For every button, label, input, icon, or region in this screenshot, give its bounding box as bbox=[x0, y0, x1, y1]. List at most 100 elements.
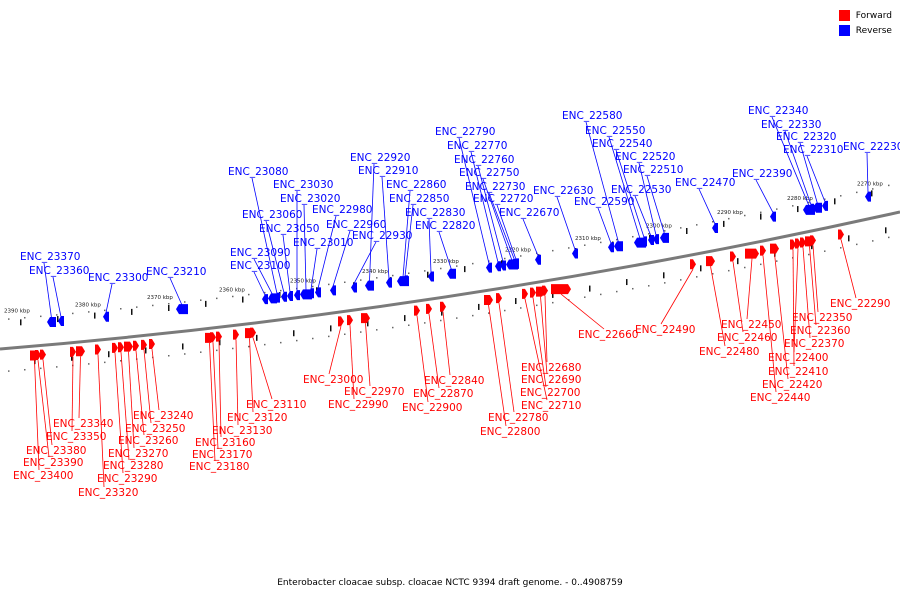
scale-label: 2320 kbp bbox=[505, 248, 531, 254]
track-dot bbox=[56, 366, 58, 368]
track-dot bbox=[776, 208, 778, 210]
leader-line bbox=[470, 151, 499, 263]
leader-line bbox=[97, 354, 105, 488]
reverse-gene bbox=[365, 280, 374, 291]
forward-gene bbox=[347, 315, 353, 326]
gene-label: ENC_23130 bbox=[212, 425, 272, 437]
track-dot bbox=[744, 266, 746, 269]
track-dot bbox=[632, 287, 634, 290]
leader-line bbox=[151, 348, 160, 411]
track-dot bbox=[8, 370, 10, 372]
gene-label: ENC_22980 bbox=[312, 204, 372, 216]
track-dot bbox=[520, 307, 522, 309]
scale-label: 2370 kbp bbox=[147, 295, 173, 301]
gene-label: ENC_23320 bbox=[78, 487, 138, 499]
leader-line bbox=[120, 352, 130, 461]
gene-label: ENC_22910 bbox=[358, 165, 418, 177]
forward-gene bbox=[210, 332, 216, 343]
forward-gene bbox=[706, 256, 715, 267]
track-dot bbox=[840, 247, 842, 249]
track-dot bbox=[648, 285, 650, 287]
minor-tick bbox=[700, 265, 702, 272]
gene-label: ENC_22720 bbox=[473, 193, 533, 205]
minor-tick bbox=[760, 213, 762, 220]
gene-label: ENC_22820 bbox=[415, 220, 475, 232]
leader-line bbox=[235, 339, 239, 426]
leader-line bbox=[265, 220, 285, 293]
track-dot bbox=[24, 316, 26, 319]
leader-line bbox=[365, 323, 371, 387]
forward-gene bbox=[35, 350, 41, 361]
track-dot bbox=[488, 312, 490, 314]
leader-line bbox=[771, 116, 810, 206]
track-dot bbox=[504, 257, 506, 260]
minor-tick bbox=[686, 227, 688, 234]
minor-tick bbox=[552, 291, 554, 298]
track-dot bbox=[808, 201, 810, 204]
reverse-gene bbox=[103, 311, 109, 322]
gene-label: ENC_23350 bbox=[46, 431, 106, 443]
reverse-gene bbox=[176, 304, 188, 315]
gene-label: ENC_22410 bbox=[768, 366, 828, 378]
leader-line bbox=[488, 192, 515, 260]
reverse-gene bbox=[402, 275, 408, 286]
reverse-gene bbox=[447, 268, 456, 279]
gene-label: ENC_22330 bbox=[761, 119, 821, 131]
track-dot bbox=[88, 363, 90, 365]
forward-gene bbox=[426, 303, 432, 314]
reverse-gene bbox=[58, 315, 64, 326]
track-dot bbox=[280, 289, 282, 292]
track-dot bbox=[456, 265, 458, 267]
minor-tick bbox=[871, 190, 873, 197]
minor-tick bbox=[20, 319, 22, 326]
gene-label: ENC_22830 bbox=[405, 207, 465, 219]
leader-line bbox=[762, 255, 777, 393]
leader-line bbox=[42, 359, 53, 446]
leader-line bbox=[488, 304, 507, 427]
leader-line bbox=[253, 271, 266, 296]
track-dot bbox=[456, 317, 458, 319]
gene-label: ENC_22540 bbox=[592, 138, 652, 150]
leader-line bbox=[638, 162, 657, 236]
track-dot bbox=[104, 361, 106, 364]
leader-line bbox=[34, 360, 40, 471]
track-dot bbox=[280, 341, 282, 344]
forward-gene bbox=[361, 313, 370, 324]
reverse-gene bbox=[308, 288, 314, 299]
minor-tick bbox=[145, 347, 147, 354]
leader-line bbox=[477, 165, 504, 262]
forward-gene bbox=[760, 245, 766, 256]
track-dot bbox=[296, 339, 298, 342]
track-dot bbox=[376, 329, 378, 331]
reverse-gene bbox=[486, 262, 492, 273]
track-dot bbox=[568, 247, 570, 249]
forward-gene bbox=[690, 259, 696, 270]
forward-gene bbox=[216, 331, 222, 342]
forward-gene bbox=[522, 288, 528, 299]
gene-label: ENC_22530 bbox=[611, 184, 671, 196]
minor-tick bbox=[182, 343, 184, 350]
gene-label: ENC_22690 bbox=[521, 374, 581, 386]
gene-label: ENC_22360 bbox=[790, 325, 850, 337]
reverse-gene bbox=[330, 285, 336, 296]
gene-label: ENC_23370 bbox=[20, 251, 80, 263]
reverse-gene bbox=[287, 290, 293, 301]
track-dot bbox=[392, 326, 394, 329]
leader-line bbox=[608, 136, 641, 239]
reverse-gene bbox=[641, 236, 647, 247]
leader-line bbox=[218, 341, 222, 438]
gene-label: ENC_23110 bbox=[246, 399, 306, 411]
scale-label: 2290 kbp bbox=[717, 210, 743, 216]
track-dot bbox=[312, 285, 314, 288]
gene-label: ENC_22780 bbox=[488, 412, 548, 424]
forward-gene bbox=[133, 340, 139, 351]
leader-line bbox=[710, 266, 726, 347]
reverse-gene bbox=[500, 260, 506, 271]
scale-label: 2340 kbp bbox=[362, 269, 388, 275]
gene-label: ENC_22420 bbox=[762, 379, 822, 391]
leader-line bbox=[310, 248, 318, 290]
leader-line bbox=[784, 130, 812, 205]
gene-label: ENC_23400 bbox=[13, 470, 73, 482]
legend-label-forward: Forward bbox=[855, 10, 892, 21]
track-dot bbox=[8, 318, 10, 320]
